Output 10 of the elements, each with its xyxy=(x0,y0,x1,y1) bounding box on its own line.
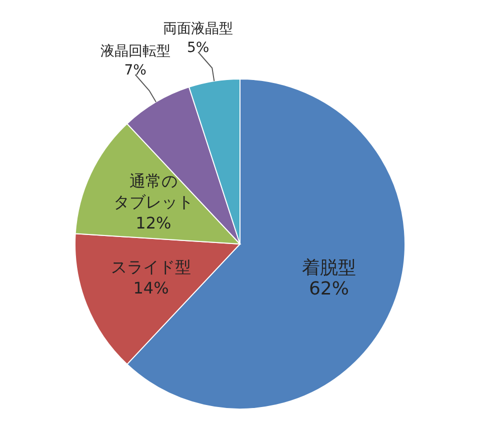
data-label: 12% xyxy=(136,214,172,233)
data-label: 5% xyxy=(187,40,210,56)
slice-label: 通常のタブレット xyxy=(113,172,194,212)
slice-label: スライド型 xyxy=(111,258,192,278)
data-label: 7% xyxy=(124,62,146,79)
data-label: 14% xyxy=(133,279,169,298)
data-label: 62% xyxy=(308,278,349,300)
slice-label: 液晶回転型 xyxy=(100,44,170,60)
slice-label: 着脱型 xyxy=(302,258,356,279)
slice-label: 両面液晶型 xyxy=(163,20,234,37)
